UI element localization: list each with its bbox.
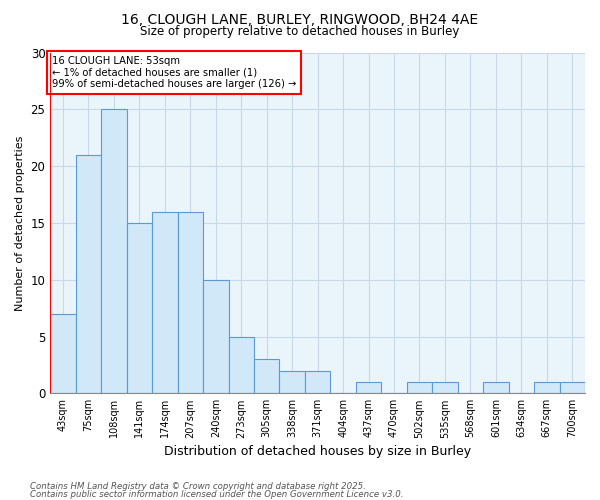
- Bar: [432, 382, 458, 394]
- Text: Size of property relative to detached houses in Burley: Size of property relative to detached ho…: [140, 25, 460, 38]
- Text: 16, CLOUGH LANE, BURLEY, RINGWOOD, BH24 4AE: 16, CLOUGH LANE, BURLEY, RINGWOOD, BH24 …: [121, 12, 479, 26]
- Bar: [534, 382, 560, 394]
- Bar: [280, 370, 305, 394]
- Bar: [229, 336, 254, 394]
- Bar: [101, 110, 127, 394]
- X-axis label: Distribution of detached houses by size in Burley: Distribution of detached houses by size …: [164, 444, 471, 458]
- Text: Contains HM Land Registry data © Crown copyright and database right 2025.: Contains HM Land Registry data © Crown c…: [30, 482, 366, 491]
- Bar: [560, 382, 585, 394]
- Bar: [254, 359, 280, 394]
- Bar: [50, 314, 76, 394]
- Bar: [127, 223, 152, 394]
- Bar: [305, 370, 331, 394]
- Text: 16 CLOUGH LANE: 53sqm
← 1% of detached houses are smaller (1)
99% of semi-detach: 16 CLOUGH LANE: 53sqm ← 1% of detached h…: [52, 56, 296, 89]
- Bar: [178, 212, 203, 394]
- Bar: [76, 154, 101, 394]
- Bar: [203, 280, 229, 394]
- Text: Contains public sector information licensed under the Open Government Licence v3: Contains public sector information licen…: [30, 490, 404, 499]
- Bar: [152, 212, 178, 394]
- Y-axis label: Number of detached properties: Number of detached properties: [15, 135, 25, 310]
- Bar: [356, 382, 382, 394]
- Bar: [407, 382, 432, 394]
- Bar: [483, 382, 509, 394]
